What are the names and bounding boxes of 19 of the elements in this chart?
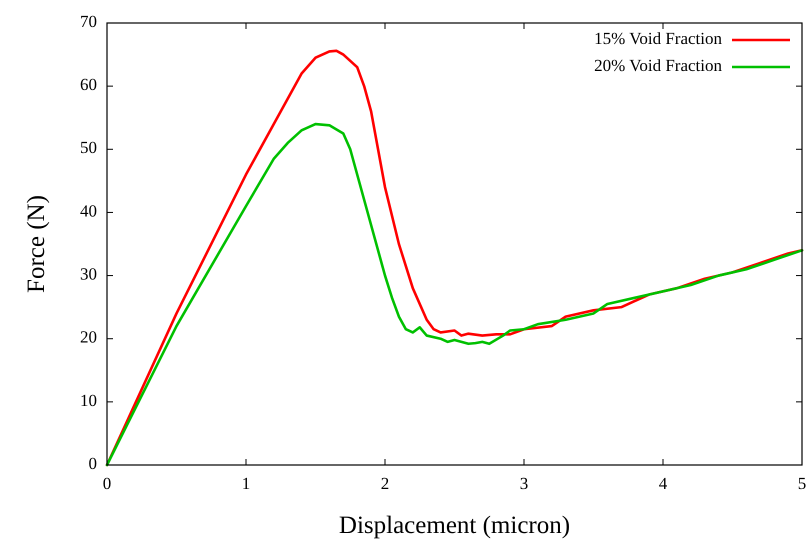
y-tick-label: 70 bbox=[80, 12, 97, 31]
x-tick-label: 1 bbox=[242, 474, 250, 493]
x-tick-label: 5 bbox=[798, 474, 806, 493]
y-tick-label: 10 bbox=[80, 390, 97, 410]
x-tick-label: 2 bbox=[380, 474, 390, 493]
y-axis-title: Force (N) bbox=[23, 195, 50, 293]
y-tick-label: 0 bbox=[88, 454, 97, 473]
legend-label: 15% Void Fraction bbox=[594, 28, 722, 48]
y-tick-label: 60 bbox=[80, 75, 97, 94]
x-tick-label: 0 bbox=[102, 474, 112, 493]
line-series bbox=[106, 122, 804, 466]
y-tick-label: 40 bbox=[80, 201, 97, 220]
legend-label: 20% Void Fraction bbox=[594, 56, 722, 75]
y-tick-label: 50 bbox=[80, 138, 97, 158]
y-tick-label: 30 bbox=[80, 264, 97, 284]
x-tick-label: 3 bbox=[520, 474, 528, 493]
y-tick-label: 20 bbox=[80, 328, 97, 347]
x-axis-title: Displacement (micron) bbox=[338, 512, 570, 539]
x-tick-label: 4 bbox=[658, 474, 668, 493]
